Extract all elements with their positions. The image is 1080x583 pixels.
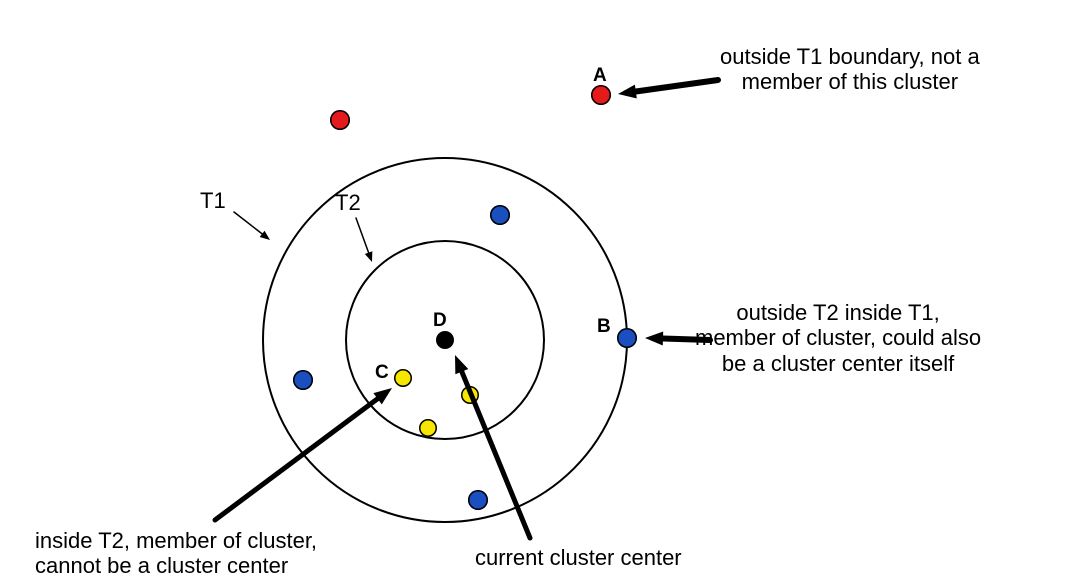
point-blue-bottom bbox=[468, 490, 488, 510]
label-t2: T2 bbox=[335, 190, 361, 215]
diagram-stage: A B C D T1 T2 outside T1 boundary, not a… bbox=[0, 0, 1080, 583]
point-b bbox=[617, 328, 637, 348]
annotation-b: outside T2 inside T1, member of cluster,… bbox=[695, 300, 981, 376]
point-blue-top bbox=[490, 205, 510, 225]
point-c bbox=[394, 369, 412, 387]
point-yellow-2 bbox=[461, 386, 479, 404]
label-t1: T1 bbox=[200, 188, 226, 213]
label-a: A bbox=[593, 65, 607, 87]
point-blue-left bbox=[293, 370, 313, 390]
label-c: C bbox=[375, 362, 389, 384]
point-yellow-3 bbox=[419, 419, 437, 437]
label-d: D bbox=[433, 310, 447, 332]
annotation-d: current cluster center bbox=[475, 545, 682, 570]
label-b: B bbox=[597, 316, 611, 338]
point-a bbox=[591, 85, 611, 105]
annotation-c: inside T2, member of cluster, cannot be … bbox=[35, 528, 317, 579]
annotation-a: outside T1 boundary, not a member of thi… bbox=[720, 44, 980, 95]
point-red-outside bbox=[330, 110, 350, 130]
point-d-center bbox=[436, 331, 454, 349]
